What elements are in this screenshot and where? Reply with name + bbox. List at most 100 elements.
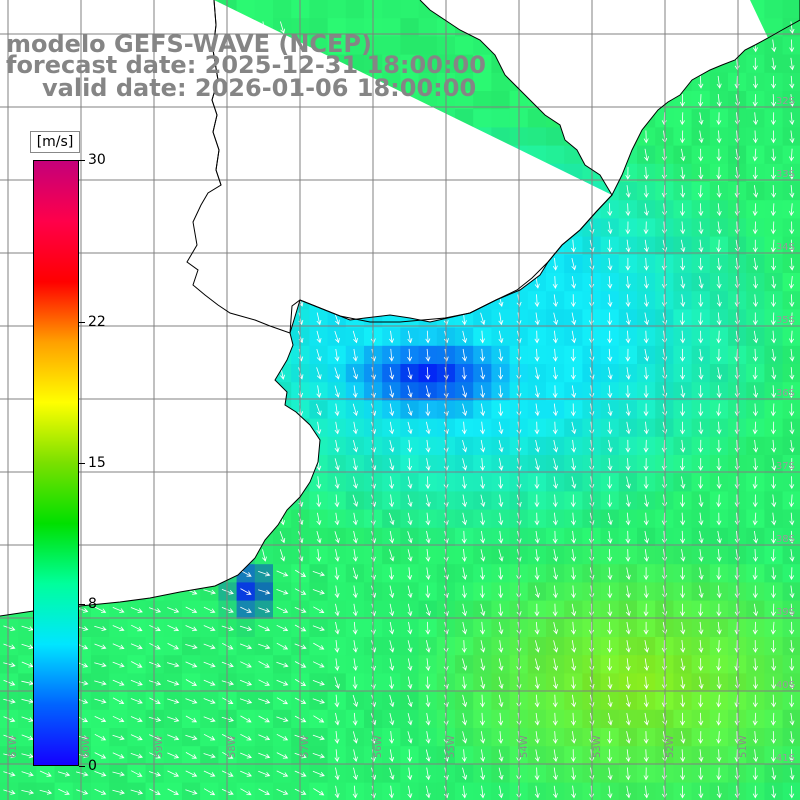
- wind-arrow: [644, 348, 649, 362]
- wind-arrow: [94, 771, 107, 777]
- wind-arrow: [752, 348, 758, 362]
- wind-arrow: [425, 439, 431, 453]
- wind-arrow: [752, 166, 758, 180]
- wind-arrow: [334, 785, 340, 799]
- wind-arrow: [607, 749, 613, 763]
- wind-arrow: [276, 716, 289, 722]
- wind-arrow: [334, 749, 340, 763]
- wind-arrow: [716, 330, 722, 344]
- wind-arrow: [643, 239, 649, 253]
- wind-arrow: [149, 642, 161, 650]
- wind-arrow: [661, 439, 667, 453]
- speed-cell: [782, 655, 800, 674]
- speed-cell: [491, 72, 511, 92]
- wind-arrow: [680, 640, 686, 653]
- wind-arrow: [716, 403, 722, 417]
- wind-arrow: [552, 421, 558, 435]
- wind-arrow: [352, 585, 358, 599]
- wind-arrow: [407, 621, 413, 635]
- wind-arrow: [716, 694, 722, 708]
- wind-arrow: [752, 276, 758, 289]
- speed-cell: [782, 91, 800, 110]
- wind-arrow: [240, 715, 252, 723]
- wind-arrow: [479, 458, 485, 471]
- wind-arrow: [425, 348, 431, 362]
- wind-arrow: [389, 367, 395, 380]
- wind-arrow: [462, 330, 468, 344]
- wind-arrow: [94, 788, 107, 795]
- wind-arrow: [771, 257, 777, 271]
- wind-arrow: [498, 440, 504, 453]
- wind-arrow: [607, 640, 613, 653]
- wind-arrow: [261, 57, 267, 71]
- wind-arrow: [498, 585, 504, 599]
- wind-arrow: [130, 698, 143, 704]
- wind-arrow: [553, 658, 558, 672]
- wind-arrow: [716, 239, 722, 253]
- wind-arrow: [570, 348, 576, 362]
- wind-arrow: [280, 130, 286, 144]
- wind-arrow: [625, 530, 631, 544]
- speed-cell: [254, 0, 274, 19]
- wind-arrow: [680, 239, 686, 253]
- wind-arrow: [716, 294, 722, 308]
- wind-arrow: [239, 698, 253, 704]
- wind-arrow: [258, 607, 271, 613]
- wind-arrow: [498, 385, 504, 399]
- wind-arrow: [203, 643, 216, 650]
- wind-arrow: [643, 421, 649, 435]
- wind-arrow: [643, 731, 649, 744]
- wind-arrow: [716, 712, 722, 726]
- wind-arrow: [571, 658, 577, 672]
- wind-arrow: [279, 112, 285, 126]
- wind-arrow: [571, 530, 577, 544]
- wind-arrow: [389, 439, 395, 453]
- wind-arrow: [571, 731, 577, 744]
- wind-arrow: [553, 640, 559, 653]
- wind-arrow: [716, 148, 722, 162]
- wind-arrow: [167, 716, 180, 722]
- wind-arrow: [261, 185, 267, 198]
- wind-arrow: [552, 585, 558, 599]
- wind-arrow: [789, 567, 795, 581]
- wind-arrow: [771, 148, 777, 162]
- wind-arrow: [625, 767, 631, 781]
- wind-arrow: [389, 330, 395, 344]
- speed-cell: [546, 127, 565, 147]
- wind-arrow: [643, 621, 649, 635]
- wind-arrow: [240, 606, 252, 613]
- wind-arrow: [716, 530, 722, 544]
- wind-arrow: [480, 494, 486, 508]
- wind-arrow: [534, 603, 540, 617]
- wind-arrow: [571, 258, 577, 271]
- wind-arrow: [352, 421, 358, 435]
- wind-arrow: [752, 75, 758, 89]
- wind-arrow: [239, 679, 253, 686]
- wind-arrow: [258, 752, 271, 759]
- wind-arrow: [789, 767, 795, 781]
- wind-arrow: [461, 494, 467, 508]
- wind-arrow: [698, 567, 704, 581]
- wind-arrow: [789, 257, 795, 271]
- wind-arrow: [240, 588, 252, 595]
- wind-arrow: [407, 749, 413, 763]
- wind-arrow: [698, 658, 704, 672]
- wind-arrow: [313, 715, 325, 723]
- wind-arrow: [130, 734, 143, 741]
- wind-arrow: [698, 494, 704, 508]
- wind-arrow: [185, 661, 198, 668]
- wind-arrow: [461, 421, 467, 435]
- wind-arrow: [716, 549, 722, 562]
- wind-arrow: [625, 312, 631, 326]
- wind-arrow: [334, 694, 340, 708]
- wind-arrow: [552, 276, 558, 289]
- speed-cell: [163, 782, 183, 800]
- wind-arrow: [167, 643, 179, 650]
- wind-arrow: [480, 512, 486, 526]
- wind-arrow: [752, 94, 758, 107]
- wind-arrow: [752, 785, 758, 799]
- wind-arrow: [789, 439, 795, 453]
- wind-arrow: [607, 603, 613, 617]
- wind-arrow: [480, 676, 486, 690]
- wind-arrow: [643, 785, 649, 799]
